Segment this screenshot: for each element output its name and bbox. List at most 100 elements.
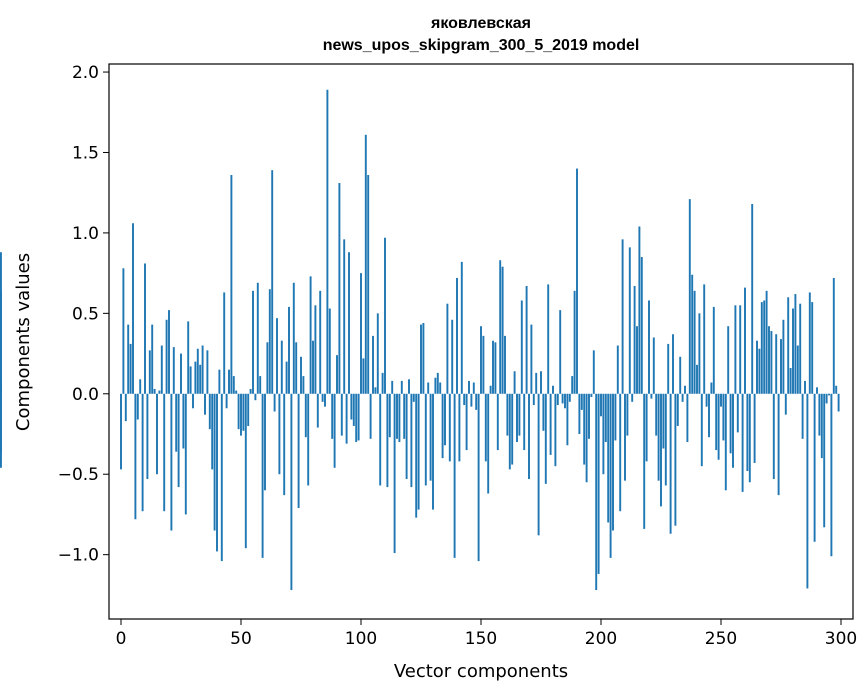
bar bbox=[799, 303, 802, 394]
chart-title-line2: news_upos_skipgram_300_5_2019 model bbox=[323, 37, 640, 54]
bar bbox=[266, 342, 269, 394]
bar bbox=[609, 393, 612, 558]
bar bbox=[204, 393, 206, 415]
bar bbox=[398, 393, 401, 443]
bar bbox=[412, 393, 415, 402]
bar bbox=[328, 308, 331, 394]
bar bbox=[710, 382, 713, 394]
bar bbox=[249, 388, 252, 394]
bar bbox=[547, 284, 550, 394]
bar bbox=[410, 393, 413, 488]
bar bbox=[456, 277, 458, 394]
bar bbox=[141, 393, 144, 512]
bar bbox=[223, 292, 226, 394]
bar bbox=[304, 393, 307, 438]
bar bbox=[741, 393, 744, 492]
bar bbox=[273, 393, 276, 412]
bar bbox=[146, 393, 149, 480]
bar bbox=[595, 393, 598, 591]
bar bbox=[696, 364, 698, 394]
bar bbox=[489, 385, 492, 394]
bar bbox=[772, 393, 775, 480]
bar bbox=[369, 393, 372, 439]
bar bbox=[158, 390, 161, 394]
bar bbox=[645, 393, 648, 462]
bar bbox=[180, 353, 182, 394]
bar bbox=[453, 393, 456, 558]
bar bbox=[487, 393, 490, 494]
bar bbox=[787, 297, 790, 394]
bar bbox=[820, 393, 823, 459]
bar bbox=[237, 393, 240, 430]
bar bbox=[271, 170, 274, 394]
bar bbox=[784, 393, 787, 415]
y-tick-label: 0.0 bbox=[72, 385, 99, 405]
bar bbox=[739, 305, 742, 394]
bar bbox=[136, 393, 139, 420]
bar bbox=[254, 393, 257, 401]
bar bbox=[475, 393, 478, 410]
bar bbox=[602, 393, 605, 475]
bar bbox=[624, 393, 626, 481]
bar bbox=[655, 393, 658, 436]
bar bbox=[261, 393, 264, 558]
bar bbox=[187, 321, 190, 394]
bar bbox=[693, 290, 696, 394]
bar bbox=[362, 358, 365, 394]
bar bbox=[355, 393, 358, 443]
x-tick-label: 200 bbox=[585, 629, 617, 649]
bar bbox=[636, 326, 638, 394]
bar bbox=[417, 393, 420, 510]
bar bbox=[357, 393, 360, 441]
bar bbox=[501, 266, 504, 394]
bar bbox=[508, 393, 511, 470]
bar bbox=[283, 393, 286, 496]
bar bbox=[340, 393, 343, 436]
bar bbox=[576, 168, 578, 394]
bar bbox=[727, 326, 730, 394]
bar bbox=[585, 393, 588, 483]
bar bbox=[736, 393, 739, 433]
bar bbox=[614, 393, 617, 441]
bar bbox=[225, 393, 228, 409]
bar bbox=[612, 393, 614, 531]
bar bbox=[201, 345, 204, 394]
bar bbox=[724, 393, 727, 491]
bar bbox=[751, 203, 754, 394]
bar bbox=[252, 290, 254, 394]
bar bbox=[124, 393, 127, 422]
bar bbox=[367, 175, 370, 394]
bar bbox=[182, 393, 185, 449]
bar bbox=[535, 372, 538, 394]
bar bbox=[760, 302, 763, 394]
bar bbox=[681, 393, 684, 402]
bar bbox=[247, 393, 250, 426]
bar bbox=[396, 393, 398, 439]
bar bbox=[688, 199, 691, 394]
bar bbox=[523, 393, 526, 451]
bar-series bbox=[0, 89, 840, 591]
bar bbox=[386, 393, 389, 488]
bar bbox=[825, 393, 828, 404]
bar bbox=[734, 305, 737, 394]
bar bbox=[360, 273, 362, 394]
bar bbox=[652, 337, 655, 394]
bar bbox=[307, 393, 310, 486]
bar bbox=[213, 393, 216, 531]
bar bbox=[568, 393, 571, 402]
bar bbox=[177, 393, 180, 488]
bar bbox=[139, 379, 142, 394]
y-axis-label: Components values bbox=[13, 253, 34, 431]
bar bbox=[492, 340, 494, 394]
bar bbox=[151, 324, 154, 394]
x-axis-label: Vector components bbox=[394, 661, 568, 682]
bar bbox=[554, 393, 557, 467]
bar bbox=[321, 393, 324, 402]
bar bbox=[441, 393, 444, 459]
bar bbox=[132, 223, 134, 394]
bar bbox=[482, 335, 485, 394]
bar bbox=[564, 393, 566, 409]
bar bbox=[184, 393, 187, 515]
bar bbox=[789, 368, 792, 394]
